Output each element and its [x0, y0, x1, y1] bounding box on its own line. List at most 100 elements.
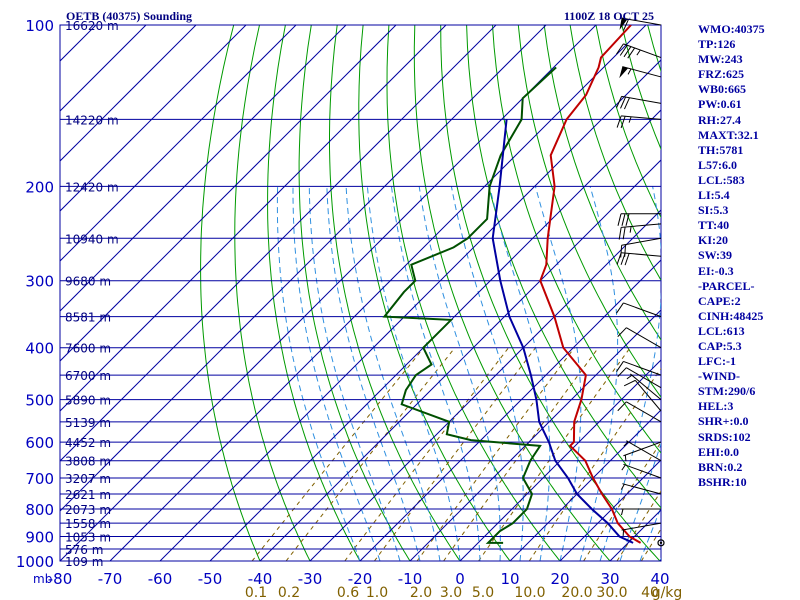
- height-label: 7600 m: [65, 342, 111, 356]
- barb-flag: [616, 43, 624, 55]
- index-item: TP:126: [698, 37, 736, 52]
- isotherm--150: [60, 25, 247, 212]
- barb-staff: [626, 367, 662, 389]
- sounding-indices-list: WMO:40375 TP:126 MW:243 FRZ:625 WB0:665 PW:0.…: [698, 22, 765, 490]
- wind-barb: [617, 367, 662, 389]
- mixing-ratio-label: 30.0: [596, 585, 627, 600]
- index-item: PW:0.61: [698, 97, 742, 112]
- height-label: 4452 m: [65, 436, 111, 450]
- height-label: 12420 m: [65, 180, 119, 194]
- index-item: SI:5.3: [698, 203, 729, 218]
- barb-half-flag: [627, 68, 632, 75]
- wind-barb: [621, 522, 662, 536]
- index-item: CINH:48425: [698, 308, 764, 323]
- isotherms: [60, 25, 661, 561]
- barb-flag: [620, 252, 626, 265]
- pressure-tick-800: 800: [25, 501, 54, 519]
- barb-staff: [622, 483, 662, 495]
- temperature-trace: [539, 25, 642, 544]
- temperature-tick-labels: -80 -70 -60 -50 -40 -30 -20 -10 0 10 20 30 40: [48, 570, 670, 588]
- chart-time: 1100Z 18 OCT 25: [564, 9, 654, 23]
- index-item: LCL:583: [698, 172, 745, 187]
- parcel-trace: [491, 119, 634, 544]
- isotherm--90: [60, 25, 547, 512]
- index-item: TH:5781: [698, 142, 744, 157]
- wind-barb: [619, 17, 662, 31]
- height-label: 10940 m: [65, 232, 119, 246]
- index-item: SW:39: [698, 248, 733, 263]
- barb-flag: [623, 379, 636, 387]
- barb-flag: [624, 253, 630, 266]
- index-item: WB0:665: [698, 82, 746, 97]
- isotherm-20: [559, 459, 661, 561]
- mixing-ratio-label: 5.0: [472, 585, 494, 600]
- barb-pennant: [619, 18, 628, 30]
- barb-flag: [616, 96, 623, 108]
- index-item: EHI:0.0: [698, 444, 740, 459]
- barb-flag: [617, 327, 627, 337]
- barb-flag: [617, 213, 622, 226]
- mixing-ratio-label: g/kg: [652, 585, 683, 600]
- height-label: 14220 m: [65, 113, 119, 127]
- temp-tick-10: 10: [500, 570, 519, 588]
- pressure-tick-100: 100: [25, 17, 54, 35]
- height-label: 6700 m: [65, 369, 111, 383]
- barb-half-flag: [621, 464, 626, 471]
- isotherm--120: [60, 25, 397, 362]
- temp-tick--40: -40: [248, 570, 273, 588]
- index-item: LCL:613: [698, 323, 745, 338]
- height-label: 1558 m: [65, 517, 111, 531]
- moist-adiabat-36: [639, 506, 661, 561]
- dewpoint-trace: [382, 66, 557, 544]
- barb-half-flag: [626, 374, 633, 380]
- index-item: L57:6.0: [698, 157, 737, 172]
- barb-flag: [622, 226, 626, 240]
- barb-flag: [623, 46, 632, 58]
- isotherm--50: [209, 109, 661, 561]
- barb-flag: [617, 367, 627, 377]
- moist-adiabat-16: [489, 186, 551, 561]
- pressure-tick-1000: 1000: [16, 553, 54, 571]
- mixing-ratio-label: 40: [641, 585, 659, 600]
- wind-barb: [623, 440, 662, 462]
- isotherm-10: [509, 409, 661, 561]
- wind-barb: [616, 252, 662, 266]
- mixing-ratio-labels: 0.1 0.2 0.6 1.0 2.0 3.0 5.0 10.0 20.0 30.0 40g/kg: [245, 585, 682, 600]
- barb-half-flag: [636, 49, 641, 56]
- barb-pennant: [619, 66, 629, 79]
- height-label: 16620 m: [65, 19, 119, 33]
- barb-flag: [617, 401, 627, 412]
- isotherm--160: [60, 25, 197, 162]
- pressure-tick-700: 700: [25, 470, 54, 488]
- index-item: -WIND-: [698, 369, 740, 384]
- index-item: MAXT:32.1: [698, 127, 759, 142]
- barb-flag: [623, 19, 629, 31]
- barb-staff: [621, 95, 662, 104]
- index-item: HEL:3: [698, 399, 734, 414]
- index-item: TT:40: [698, 218, 730, 233]
- moist-adiabat--16: [292, 186, 381, 561]
- barb-half-flag: [624, 455, 627, 462]
- barb-flag: [616, 302, 624, 314]
- barb-staff: [621, 223, 662, 228]
- barb-half-flag: [620, 483, 625, 490]
- index-item: CAPE:2: [698, 293, 741, 308]
- barb-flag: [616, 252, 622, 265]
- mixing-ratio-label: 1.0: [366, 585, 388, 600]
- moist-adiabat-32: [619, 442, 661, 561]
- wind-barb: [617, 213, 661, 226]
- height-label: 5890 m: [65, 394, 111, 408]
- wind-barb: [657, 539, 665, 547]
- barb-staff: [623, 302, 662, 318]
- wind-barb: [616, 95, 662, 110]
- isotherm--40: [259, 159, 661, 561]
- height-label: 576 m: [65, 543, 103, 557]
- pressure-tick-400: 400: [25, 340, 54, 358]
- wind-barb: [619, 66, 662, 79]
- pressure-tick-600: 600: [25, 434, 54, 452]
- barb-flag: [621, 213, 626, 226]
- isotherm--60: [159, 59, 661, 561]
- index-item: RH:27.4: [698, 112, 741, 127]
- mixing-ratio-label: 20.0: [561, 585, 592, 600]
